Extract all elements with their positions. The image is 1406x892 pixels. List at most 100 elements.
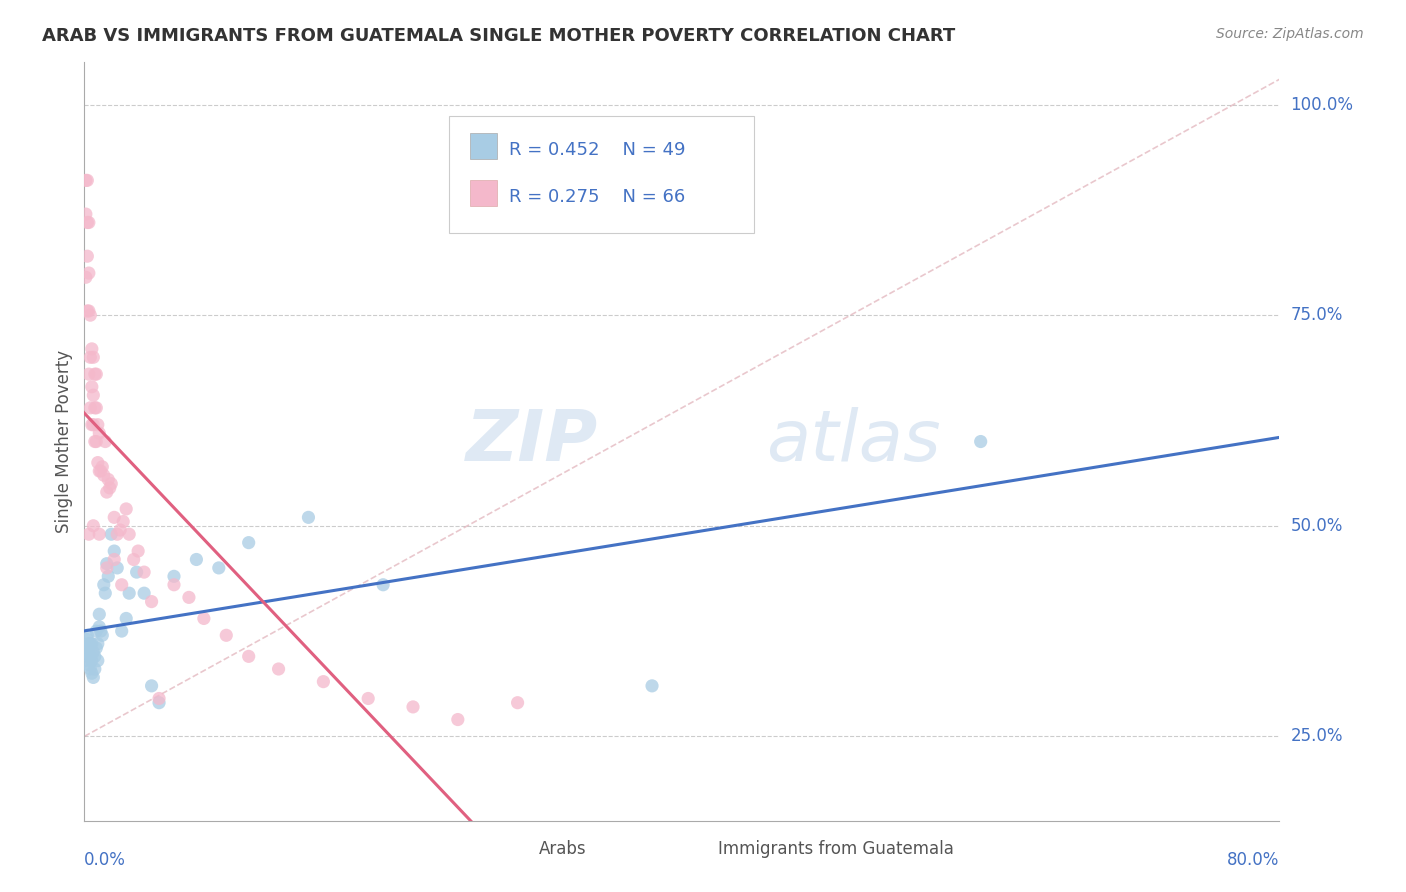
Point xyxy=(80,654,103,668)
Point xyxy=(86,624,108,639)
Point xyxy=(80,380,103,394)
Point xyxy=(80,637,103,651)
Point xyxy=(80,666,103,681)
Point xyxy=(163,569,186,583)
Point xyxy=(141,679,163,693)
Point xyxy=(86,434,108,449)
Point xyxy=(96,561,118,575)
Point xyxy=(90,464,112,478)
Point xyxy=(77,304,100,318)
Point xyxy=(86,367,108,381)
Point xyxy=(83,367,105,381)
Text: R = 0.452    N = 49: R = 0.452 N = 49 xyxy=(509,141,685,159)
Point xyxy=(148,696,170,710)
Point xyxy=(82,518,104,533)
Point xyxy=(105,527,128,541)
Point xyxy=(91,628,114,642)
Point xyxy=(76,173,98,187)
Point xyxy=(82,670,104,684)
Text: Arabs: Arabs xyxy=(538,840,586,858)
Point xyxy=(77,527,100,541)
Point xyxy=(93,468,115,483)
Point xyxy=(87,417,110,432)
Point xyxy=(82,417,104,432)
Point xyxy=(97,472,120,486)
Point xyxy=(125,565,148,579)
Point xyxy=(148,691,170,706)
Point xyxy=(111,624,134,639)
Y-axis label: Single Mother Poverty: Single Mother Poverty xyxy=(55,350,73,533)
Point xyxy=(141,594,163,608)
Text: Source: ZipAtlas.com: Source: ZipAtlas.com xyxy=(1216,27,1364,41)
Point xyxy=(103,552,125,566)
Point xyxy=(86,640,108,655)
Point xyxy=(208,561,231,575)
Point xyxy=(77,266,100,280)
Text: 0.0%: 0.0% xyxy=(84,851,127,869)
Point xyxy=(177,591,200,605)
Point xyxy=(87,456,110,470)
Point xyxy=(89,527,111,541)
Point xyxy=(96,557,118,571)
Point xyxy=(82,351,104,365)
Point xyxy=(110,523,132,537)
Point xyxy=(96,485,118,500)
Point xyxy=(79,662,101,676)
Point xyxy=(103,510,125,524)
Point xyxy=(112,515,135,529)
Point xyxy=(132,586,156,600)
Bar xyxy=(471,133,496,160)
Point xyxy=(100,476,122,491)
Text: 100.0%: 100.0% xyxy=(1291,95,1354,113)
Point xyxy=(77,367,100,381)
Point xyxy=(127,544,149,558)
Text: 25.0%: 25.0% xyxy=(1291,727,1343,746)
Point xyxy=(93,578,115,592)
Point xyxy=(105,561,128,575)
Point xyxy=(76,215,98,229)
Point xyxy=(186,552,208,566)
Point xyxy=(77,649,100,664)
Point xyxy=(87,654,110,668)
Point xyxy=(312,674,335,689)
Point xyxy=(83,649,105,664)
Point xyxy=(77,637,100,651)
Bar xyxy=(496,830,523,856)
Point xyxy=(90,624,112,639)
Point xyxy=(75,173,97,187)
Point xyxy=(83,662,105,676)
Point xyxy=(79,401,101,415)
Point xyxy=(94,586,117,600)
Point xyxy=(163,578,186,592)
Text: ARAB VS IMMIGRANTS FROM GUATEMALA SINGLE MOTHER POVERTY CORRELATION CHART: ARAB VS IMMIGRANTS FROM GUATEMALA SINGLE… xyxy=(42,27,956,45)
Point xyxy=(76,249,98,263)
Point xyxy=(79,649,101,664)
Point xyxy=(77,657,100,672)
Point xyxy=(115,611,138,625)
Text: R = 0.275    N = 66: R = 0.275 N = 66 xyxy=(509,187,685,206)
Point xyxy=(82,645,104,659)
Point xyxy=(215,628,238,642)
Point xyxy=(79,308,101,322)
Point xyxy=(77,215,100,229)
Point xyxy=(402,699,425,714)
Point xyxy=(94,434,117,449)
Point xyxy=(100,527,122,541)
Point xyxy=(118,586,141,600)
Point xyxy=(75,270,97,285)
Point xyxy=(89,426,111,441)
Point xyxy=(75,654,97,668)
Point xyxy=(132,565,156,579)
Point xyxy=(75,207,97,221)
Text: atlas: atlas xyxy=(766,407,941,476)
Point xyxy=(91,459,114,474)
Point xyxy=(79,351,101,365)
Bar xyxy=(471,180,496,206)
Point xyxy=(87,637,110,651)
Text: Immigrants from Guatemala: Immigrants from Guatemala xyxy=(718,840,953,858)
Point xyxy=(83,434,105,449)
Point xyxy=(267,662,290,676)
Text: 75.0%: 75.0% xyxy=(1291,306,1343,324)
Point xyxy=(76,632,98,647)
Point xyxy=(118,527,141,541)
